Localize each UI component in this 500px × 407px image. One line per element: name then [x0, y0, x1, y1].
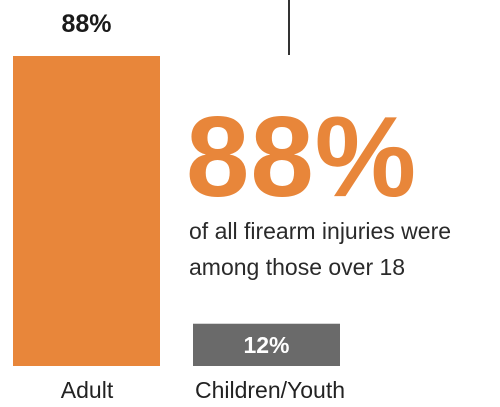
bar-children-youth	[193, 323, 340, 366]
data-label-adult: 88%	[61, 10, 111, 38]
category-label-adult: Adult	[61, 377, 114, 403]
callout-line-1: of all firearm injuries were	[189, 218, 451, 244]
category-label-children-youth: Children/Youth	[195, 377, 345, 403]
data-label-children-youth: 12%	[243, 332, 289, 358]
bars: 88% 12%	[13, 10, 340, 366]
bar-adult	[13, 56, 160, 366]
callout-line-2: among those over 18	[189, 254, 405, 280]
callout: 88% of all firearm injuries were among t…	[186, 94, 451, 280]
category-labels: Adult Children/Youth	[61, 377, 345, 403]
callout-value: 88%	[186, 94, 417, 221]
